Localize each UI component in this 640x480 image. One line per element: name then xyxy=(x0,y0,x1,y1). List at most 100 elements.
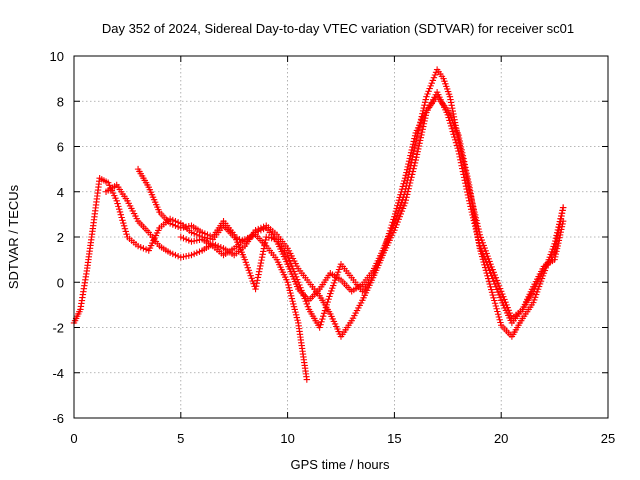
interpolated-points xyxy=(488,263,504,292)
interpolated-points xyxy=(222,220,236,236)
interpolated-points xyxy=(136,219,151,234)
data-point xyxy=(446,93,454,100)
interpolated-points xyxy=(264,245,279,261)
x-tick-label: 10 xyxy=(280,431,294,446)
interpolated-points xyxy=(391,177,408,218)
interpolated-points xyxy=(488,272,504,301)
interpolated-points xyxy=(169,250,182,260)
data-point xyxy=(401,174,409,182)
grid xyxy=(74,56,608,418)
interpolated-points xyxy=(104,183,118,194)
interpolated-points xyxy=(360,274,375,293)
data-point xyxy=(498,288,505,295)
interpolated-points xyxy=(146,227,162,252)
x-tick-label: 20 xyxy=(494,431,508,446)
interpolated-points xyxy=(158,244,172,255)
interpolated-points xyxy=(531,265,546,288)
interpolated-points xyxy=(77,270,90,310)
interpolated-points xyxy=(90,177,103,226)
interpolated-points xyxy=(275,238,290,257)
interpolated-points xyxy=(296,281,312,310)
interpolated-points xyxy=(244,232,257,242)
interpolated-points xyxy=(265,224,278,237)
interpolated-points xyxy=(158,210,172,225)
interpolated-points xyxy=(520,301,535,320)
interpolated-points xyxy=(317,272,332,290)
interpolated-points xyxy=(147,231,161,247)
data-point xyxy=(551,240,558,247)
y-axis-tick-labels: -6 -4 -2 0 2 4 6 8 10 xyxy=(50,49,64,426)
interpolated-points xyxy=(402,159,419,204)
data-point xyxy=(476,245,484,252)
interpolated-points xyxy=(190,248,203,258)
interpolated-points xyxy=(190,230,203,240)
interpolated-points xyxy=(531,272,547,304)
interpolated-points xyxy=(146,186,162,213)
interpolated-points xyxy=(84,225,97,272)
interpolated-points xyxy=(254,233,268,248)
interpolated-points xyxy=(285,247,301,270)
interpolated-points xyxy=(136,168,151,189)
data-point xyxy=(380,247,387,254)
interpolated-points xyxy=(180,234,193,244)
interpolated-points xyxy=(328,263,344,295)
interpolated-points xyxy=(520,286,536,311)
interpolated-points xyxy=(466,184,483,249)
interpolated-points xyxy=(275,233,290,250)
interpolated-points xyxy=(169,221,182,231)
x-axis-tick-labels: 0 5 10 15 20 25 xyxy=(70,431,615,446)
y-tick-label: 2 xyxy=(57,230,64,245)
interpolated-points xyxy=(222,246,236,257)
y-tick-label: 8 xyxy=(57,94,64,109)
interpolated-points xyxy=(285,254,301,283)
x-tick-label: 15 xyxy=(387,431,401,446)
data-point xyxy=(401,199,409,207)
data-point xyxy=(295,279,302,286)
data-point xyxy=(391,213,398,220)
data-point xyxy=(252,285,259,293)
interpolated-points xyxy=(307,281,322,297)
interpolated-points xyxy=(180,223,193,231)
data-point xyxy=(113,197,120,204)
x-tick-label: 25 xyxy=(601,431,615,446)
interpolated-points xyxy=(190,223,204,235)
data-point xyxy=(284,279,291,286)
series-track-3 xyxy=(134,93,567,340)
interpolated-points xyxy=(339,278,354,293)
interpolated-points xyxy=(255,223,267,233)
data-point xyxy=(455,147,462,155)
interpolated-points xyxy=(339,263,354,279)
interpolated-points xyxy=(499,323,514,338)
interpolated-points xyxy=(339,319,354,338)
interpolated-points xyxy=(402,132,419,179)
data-point xyxy=(284,251,291,259)
interpolated-points xyxy=(233,237,246,250)
interpolated-points xyxy=(488,286,504,326)
interpolated-points xyxy=(435,68,446,80)
interpolated-points xyxy=(477,247,493,288)
interpolated-points xyxy=(180,252,193,260)
interpolated-points xyxy=(552,207,566,245)
data-point xyxy=(487,283,494,290)
interpolated-points xyxy=(137,243,150,253)
interpolated-points xyxy=(125,200,140,222)
data-point xyxy=(391,227,398,234)
interpolated-points xyxy=(350,276,364,293)
data-point xyxy=(455,131,462,139)
series-track-2 xyxy=(102,89,567,340)
interpolated-points xyxy=(510,317,525,338)
data-point xyxy=(303,376,311,383)
data-point xyxy=(487,260,494,268)
y-tick-label: -6 xyxy=(52,411,64,426)
data-points xyxy=(70,66,567,383)
plot-frame xyxy=(73,55,609,419)
chart-title: Day 352 of 2024, Sidereal Day-to-day VTE… xyxy=(102,21,574,36)
interpolated-points xyxy=(317,293,333,328)
interpolated-points xyxy=(370,249,386,277)
interpolated-points xyxy=(552,220,566,261)
data-point xyxy=(423,93,430,100)
interpolated-points xyxy=(295,322,310,380)
y-tick-label: 0 xyxy=(57,275,64,290)
interpolated-points xyxy=(441,78,453,98)
